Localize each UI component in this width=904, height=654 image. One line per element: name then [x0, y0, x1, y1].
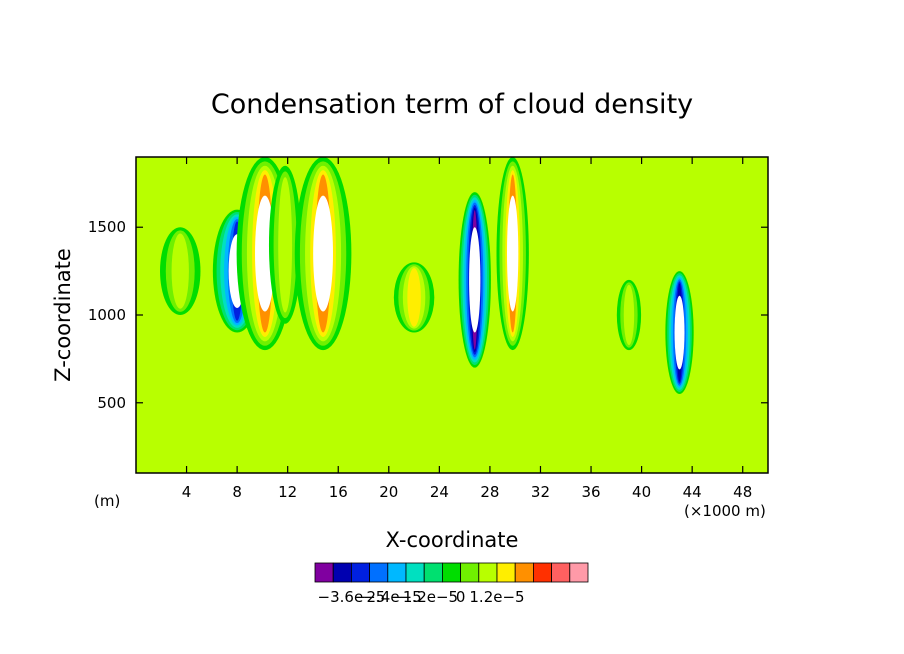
colorbar-swatch: [496, 562, 516, 583]
colorbar: −3.6e−5−2.4e−5−1.2e−50 1.2e−5: [314, 562, 589, 606]
field-contour: [623, 284, 635, 346]
x-tick-label: 4: [182, 483, 192, 501]
y-tick-label: 500: [97, 394, 126, 412]
colorbar-swatch: [478, 562, 498, 583]
field-blob: [160, 227, 201, 315]
colorbar-label: −2.4e−5: [354, 588, 422, 606]
field-overflow: [313, 195, 333, 312]
y-axis-label: Z-coordinate: [51, 248, 75, 382]
x-tick-label: 36: [581, 483, 600, 501]
colorbar-swatch: [314, 562, 334, 583]
colorbar-swatch: [405, 562, 425, 583]
field-overflow: [674, 295, 685, 370]
chart-title: Condensation term of cloud density: [211, 89, 693, 120]
colorbar-swatch: [423, 562, 443, 583]
colorbar-swatch: [332, 562, 352, 583]
x-tick-label: 44: [683, 483, 702, 501]
x-tick-label: 32: [531, 483, 550, 501]
colorbar-swatch: [387, 562, 407, 583]
colorbar-label: 0: [456, 588, 466, 606]
field-blob: [268, 165, 302, 324]
x-tick-label: 24: [430, 483, 449, 501]
colorbar-swatch: [533, 562, 553, 583]
colorbar-swatch: [369, 562, 389, 583]
x-axis-label: X-coordinate: [386, 528, 519, 552]
field-blob: [496, 157, 529, 351]
field-blob: [665, 271, 694, 394]
field-overflow: [469, 227, 481, 333]
field-blob: [458, 192, 491, 368]
y-tick-label: 1000: [88, 306, 126, 324]
y-tick-label: 1500: [88, 218, 126, 236]
plot-area: [136, 157, 768, 473]
colorbar-label: −1.2e−5: [390, 588, 458, 606]
field-contour: [407, 268, 421, 327]
x-tick-label: 28: [480, 483, 499, 501]
field-contour: [278, 177, 293, 313]
x-tick-label: 12: [278, 483, 297, 501]
colorbar-swatch: [514, 562, 534, 583]
field-blob: [616, 279, 642, 351]
field-blob: [393, 262, 435, 333]
colorbar-label: 1.2e−5: [469, 588, 524, 606]
x-unit-right: (×1000 m): [684, 502, 766, 520]
x-unit-left: (m): [94, 492, 120, 510]
colorbar-swatch: [569, 562, 589, 583]
colorbar-label: −3.6e−5: [318, 588, 386, 606]
x-tick-label: 8: [232, 483, 242, 501]
colorbar-swatch: [551, 562, 571, 583]
colorbar-swatch: [441, 562, 461, 583]
field-contour: [171, 233, 189, 309]
x-tick-label: 16: [329, 483, 348, 501]
x-tick-label: 40: [632, 483, 651, 501]
x-tick-label: 20: [379, 483, 398, 501]
colorbar-swatch: [350, 562, 370, 583]
x-tick-label: 48: [733, 483, 752, 501]
field-overflow: [507, 195, 519, 312]
colorbar-swatch: [460, 562, 480, 583]
field-blob: [294, 157, 352, 351]
